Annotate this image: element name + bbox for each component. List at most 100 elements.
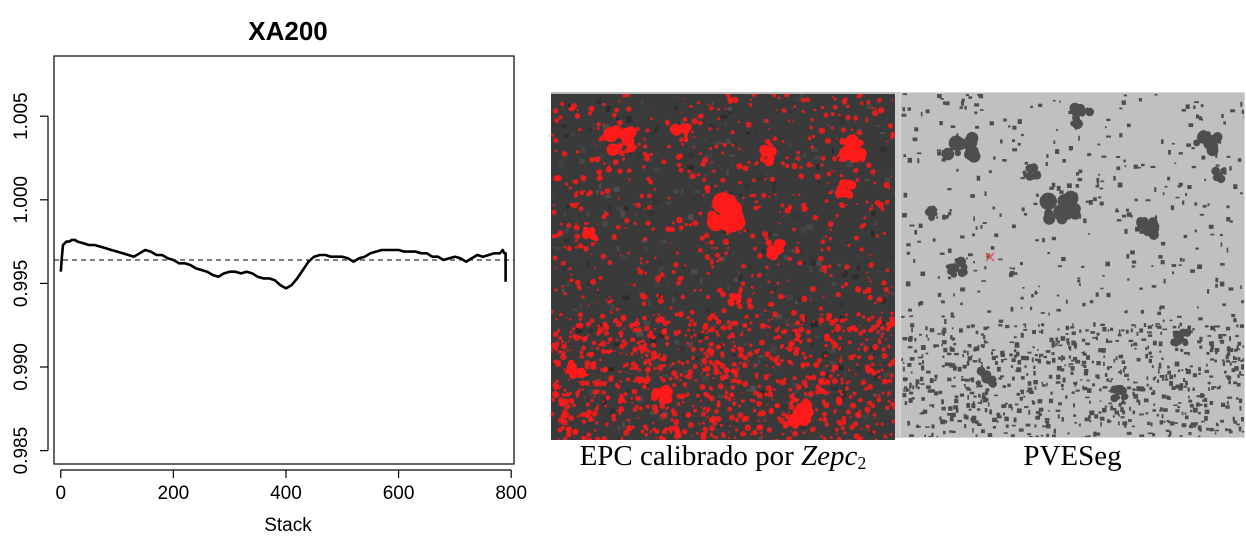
epc-pixel: [590, 253, 593, 256]
epc-pixel: [675, 153, 682, 161]
pveseg-pore: [1066, 338, 1070, 340]
epc-pixel: [662, 437, 667, 440]
grain: [634, 213, 638, 219]
pveseg-pore: [1073, 342, 1078, 348]
pveseg-caption: PVESeg: [1023, 440, 1122, 472]
pveseg-blob: [1143, 227, 1152, 237]
pveseg-pore: [1089, 420, 1092, 423]
epc-pixel: [757, 411, 763, 417]
epc-cluster: [767, 158, 774, 166]
epc-pixel: [852, 421, 859, 427]
epc-pixel: [552, 204, 556, 207]
pveseg-pore: [919, 376, 924, 382]
pveseg-blob: [963, 149, 975, 160]
pveseg-pore: [1199, 345, 1203, 349]
pveseg-pore: [1095, 292, 1099, 297]
pveseg-pore: [1166, 419, 1170, 423]
epc-pixel: [757, 384, 762, 388]
epc-pixel: [822, 398, 826, 402]
epc-pixel: [708, 105, 714, 111]
epc-pixel: [725, 231, 730, 236]
pveseg-pore: [1154, 215, 1158, 220]
epc-pixel: [625, 377, 631, 382]
pveseg-pore: [1099, 187, 1104, 190]
grain: [869, 429, 874, 435]
epc-pixel: [637, 269, 644, 275]
epc-pixel: [560, 353, 567, 361]
pveseg-pore: [1044, 420, 1050, 424]
pveseg-pore: [918, 362, 922, 366]
epc-pixel: [565, 316, 568, 319]
epc-pixel: [873, 394, 877, 398]
epc-pixel: [714, 409, 719, 414]
pveseg-pore: [992, 425, 997, 429]
epc-pixel: [783, 424, 788, 429]
epc-pixel: [754, 200, 759, 204]
pveseg-pore: [1087, 153, 1092, 157]
epc-pixel: [597, 343, 601, 347]
pveseg-pore: [1088, 233, 1091, 235]
pveseg-pore: [1184, 412, 1187, 415]
epc-pixel: [703, 391, 709, 397]
pveseg-pore: [1009, 353, 1013, 357]
grain: [790, 172, 796, 178]
pveseg-pore: [1105, 261, 1110, 267]
pveseg-pore: [903, 192, 908, 198]
epc-pixel: [603, 330, 609, 336]
epc-pixel: [638, 406, 644, 411]
pveseg-pore: [1231, 313, 1236, 318]
pveseg-pore: [1193, 105, 1196, 109]
grain: [586, 281, 592, 286]
grain: [613, 342, 620, 347]
epc-pixel: [551, 390, 559, 398]
pveseg-pore: [1116, 219, 1122, 222]
pveseg-pore: [902, 107, 906, 112]
pveseg-pore: [1119, 107, 1123, 110]
pveseg-pore: [1105, 338, 1108, 344]
pveseg-pore: [1225, 360, 1230, 363]
pveseg-pore: [1061, 388, 1064, 391]
pveseg-pore: [1194, 202, 1198, 206]
pveseg-pore: [1056, 185, 1061, 191]
grain: [665, 360, 673, 363]
pveseg-pore: [1225, 354, 1229, 360]
epc-pixel: [581, 295, 585, 299]
pveseg-pore: [1122, 368, 1125, 373]
grain: [616, 117, 619, 122]
pveseg-pore: [1024, 406, 1029, 409]
pveseg-pore: [1173, 422, 1178, 424]
pveseg-pore: [1098, 196, 1102, 199]
epc-pixel: [754, 314, 759, 319]
epc-pixel: [560, 385, 562, 388]
epc-pixel: [671, 410, 678, 417]
grain: [601, 220, 609, 228]
epc-pixel: [687, 422, 694, 428]
pveseg-pore: [929, 378, 934, 384]
epc-pixel: [781, 140, 785, 144]
grain: [650, 337, 657, 343]
grain: [891, 291, 895, 298]
pveseg-pore: [1178, 152, 1183, 155]
pveseg-pore: [917, 158, 920, 164]
epc-pixel: [612, 320, 616, 323]
pveseg-pore: [996, 412, 1001, 416]
epc-pixel: [724, 107, 728, 110]
epc-pixel: [651, 404, 658, 411]
grain: [690, 387, 696, 394]
pveseg-pore: [1124, 424, 1127, 428]
epc-pixel: [705, 332, 708, 335]
epc-pixel: [552, 382, 558, 388]
epc-pixel: [701, 421, 705, 425]
epc-cluster: [838, 179, 848, 188]
line-chart: XA200 0 200 400 600 800 0.985 0.990 0.995 1.000…: [0, 0, 540, 537]
pveseg-pore: [968, 343, 972, 348]
pveseg-pore: [1169, 380, 1174, 386]
pveseg-pore: [1216, 386, 1221, 390]
pveseg-pore: [1240, 374, 1244, 376]
epc-pixel: [605, 349, 610, 354]
epc-pixel: [867, 354, 874, 361]
pveseg-blob: [960, 263, 968, 271]
pveseg-pore: [1172, 325, 1177, 329]
pveseg-pore: [1076, 359, 1081, 364]
grain: [843, 370, 847, 377]
